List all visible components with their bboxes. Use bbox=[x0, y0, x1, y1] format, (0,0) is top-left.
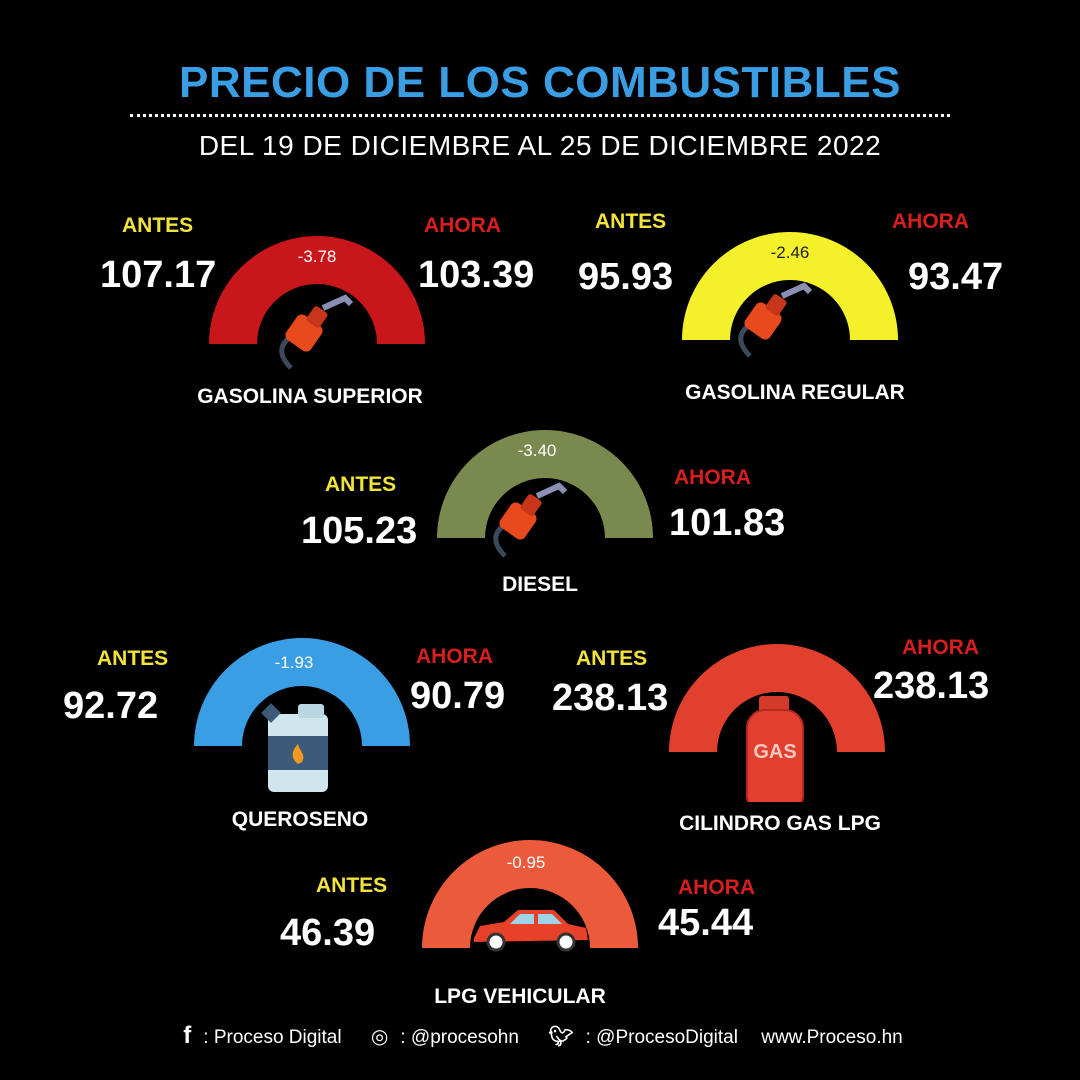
gauge-regular: -2.46 bbox=[682, 232, 898, 358]
gauge-superior: -3.78 bbox=[209, 236, 425, 370]
gauge-arc bbox=[422, 840, 638, 948]
ahora-label: AHORA bbox=[902, 636, 979, 659]
facebook-handle: : Proceso Digital bbox=[203, 1027, 342, 1048]
date-range-subtitle: DEL 19 DE DICIEMBRE AL 25 DE DICIEMBRE 2… bbox=[198, 130, 882, 161]
fuel-name: DIESEL bbox=[502, 573, 578, 596]
facebook-icon: f bbox=[183, 1022, 192, 1049]
antes-label: ANTES bbox=[325, 473, 397, 496]
fuel-name: GASOLINA SUPERIOR bbox=[197, 385, 423, 408]
gas-cylinder-icon: GAS bbox=[746, 696, 804, 802]
ahora-price: 90.79 bbox=[410, 675, 506, 717]
gauge-lpg: -0.95 bbox=[422, 840, 638, 952]
svg-text:GAS: GAS bbox=[753, 741, 796, 763]
car-icon bbox=[474, 910, 588, 952]
footer: f : Proceso Digital ◎ : @procesohn 🐦︎ : @Pr… bbox=[0, 1022, 1080, 1050]
ahora-label: AHORA bbox=[892, 210, 969, 233]
antes-price: 95.93 bbox=[578, 256, 674, 298]
fuel-nozzle-icon bbox=[279, 294, 354, 370]
twitter-link[interactable]: 🐦︎ : @ProcesoDigital bbox=[542, 1026, 744, 1048]
website-link[interactable]: www.Proceso.hn bbox=[761, 1027, 903, 1048]
antes-price: 105.23 bbox=[301, 510, 418, 552]
gauge-arc bbox=[194, 638, 410, 746]
ahora-price: 45.44 bbox=[658, 902, 754, 944]
ahora-label: AHORA bbox=[678, 876, 755, 899]
gauge-arc bbox=[209, 236, 425, 344]
twitter-icon: 🐦︎ bbox=[548, 1026, 574, 1048]
antes-label: ANTES bbox=[576, 647, 648, 670]
fuel-nozzle-icon bbox=[738, 282, 813, 358]
fuel-name: GASOLINA REGULAR bbox=[685, 381, 905, 404]
gauge-arc bbox=[682, 232, 898, 340]
gauge-cilindro: GAS bbox=[669, 644, 885, 802]
delta-value: -3.40 bbox=[518, 441, 557, 460]
antes-price: 46.39 bbox=[280, 912, 376, 954]
antes-label: ANTES bbox=[97, 647, 169, 670]
delta-value: -1.93 bbox=[275, 653, 314, 672]
ahora-label: AHORA bbox=[416, 645, 493, 668]
delta-value: -0.95 bbox=[507, 853, 546, 872]
kerosene-jerrycan-icon bbox=[261, 703, 328, 792]
ahora-price: 238.13 bbox=[873, 665, 990, 707]
gauge-arc bbox=[437, 430, 653, 538]
instagram-link[interactable]: ◎ : @procesohn bbox=[365, 1026, 525, 1048]
ahora-label: AHORA bbox=[424, 214, 501, 237]
ahora-price: 93.47 bbox=[908, 256, 1004, 298]
antes-price: 238.13 bbox=[552, 677, 669, 719]
antes-label: ANTES bbox=[316, 874, 388, 897]
antes-price: 92.72 bbox=[63, 685, 159, 727]
dotted-divider bbox=[130, 114, 950, 117]
antes-label: ANTES bbox=[122, 214, 194, 237]
delta-value: -3.78 bbox=[298, 247, 337, 266]
fuel-name: CILINDRO GAS LPG bbox=[679, 812, 881, 835]
fuel-name: LPG VEHICULAR bbox=[434, 985, 606, 1008]
antes-label: ANTES bbox=[595, 210, 667, 233]
gauge-queroseno: -1.93 bbox=[194, 638, 410, 792]
instagram-icon: ◎ bbox=[370, 1026, 389, 1048]
instagram-handle: : @procesohn bbox=[400, 1027, 519, 1048]
antes-price: 107.17 bbox=[100, 254, 217, 296]
ahora-price: 103.39 bbox=[418, 254, 535, 296]
gauge-diesel: -3.40 bbox=[437, 430, 653, 558]
page-title: PRECIO DE LOS COMBUSTIBLES bbox=[179, 58, 901, 107]
fuel-nozzle-icon bbox=[493, 482, 568, 558]
twitter-handle: : @ProcesoDigital bbox=[585, 1027, 738, 1048]
fuel-name: QUEROSENO bbox=[231, 808, 369, 831]
facebook-link[interactable]: f : Proceso Digital bbox=[177, 1022, 347, 1049]
ahora-price: 101.83 bbox=[669, 502, 786, 544]
delta-value: -2.46 bbox=[771, 243, 810, 262]
gauge-arc bbox=[669, 644, 885, 752]
ahora-label: AHORA bbox=[674, 466, 751, 489]
